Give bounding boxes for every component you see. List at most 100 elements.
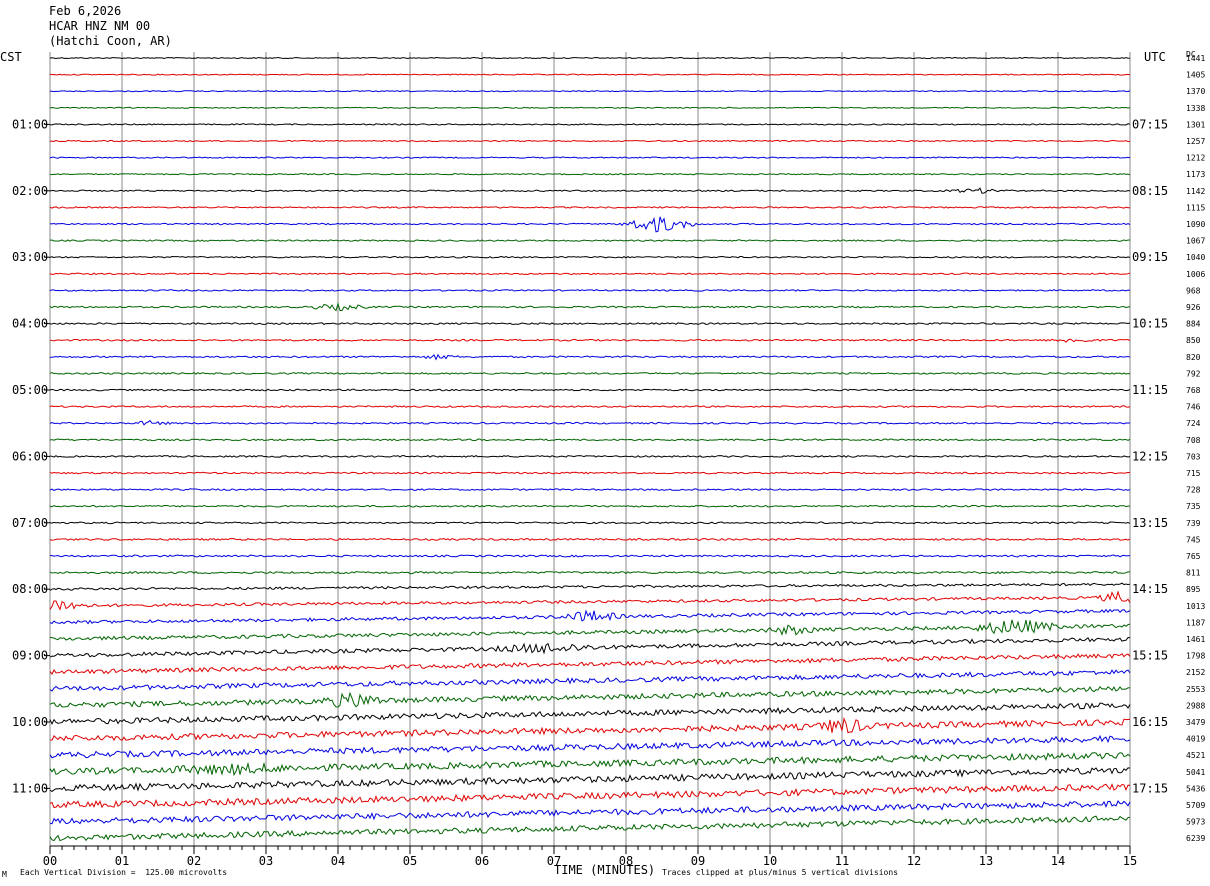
dc-offset-label: 746 bbox=[1186, 403, 1201, 412]
dc-offset-label: 1040 bbox=[1186, 253, 1205, 262]
trace-40 bbox=[49, 702, 1131, 726]
trace-7 bbox=[49, 173, 1131, 176]
trace-23 bbox=[49, 438, 1131, 442]
x-tick-label: 06 bbox=[475, 854, 489, 868]
trace-22 bbox=[49, 419, 1131, 426]
dc-offset-label: 2553 bbox=[1186, 685, 1205, 694]
dc-offset-label: 708 bbox=[1186, 436, 1201, 445]
trace-45 bbox=[49, 783, 1131, 809]
dc-offset-label: 968 bbox=[1186, 286, 1201, 295]
dc-offset-label: 1173 bbox=[1186, 170, 1205, 179]
right-hour-label: 08:15 bbox=[1132, 184, 1168, 198]
x-tick-label: 01 bbox=[115, 854, 129, 868]
trace-19 bbox=[49, 371, 1131, 375]
trace-38 bbox=[49, 669, 1131, 692]
x-tick-label: 00 bbox=[43, 854, 57, 868]
left-timezone-label: CST bbox=[0, 50, 22, 64]
trace-11 bbox=[49, 239, 1131, 242]
dc-offset-label: 2152 bbox=[1186, 668, 1205, 677]
x-tick-label: 09 bbox=[691, 854, 705, 868]
dc-offset-label: 1013 bbox=[1186, 602, 1205, 611]
trace-32 bbox=[49, 582, 1131, 591]
trace-16 bbox=[49, 322, 1131, 325]
corner-mark: M bbox=[2, 870, 7, 879]
dc-offset-label: 768 bbox=[1186, 386, 1201, 395]
trace-4 bbox=[49, 123, 1131, 126]
header: Feb 6,2026 HCAR HNZ NM 00 (Hatchi Coon, … bbox=[49, 4, 172, 49]
trace-34 bbox=[49, 608, 1131, 625]
x-tick-label: 13 bbox=[979, 854, 993, 868]
trace-24 bbox=[49, 455, 1131, 458]
left-hour-label: 02:00 bbox=[12, 184, 48, 198]
dc-offset-label: 703 bbox=[1186, 452, 1201, 461]
trace-46 bbox=[49, 800, 1131, 825]
dc-header-label: DC bbox=[1186, 50, 1196, 59]
dc-offset-label: 1441 bbox=[1186, 54, 1205, 63]
right-hour-label: 13:15 bbox=[1132, 516, 1168, 530]
trace-35 bbox=[49, 619, 1131, 641]
x-tick-label: 15 bbox=[1123, 854, 1137, 868]
dc-offset-label: 1090 bbox=[1186, 220, 1205, 229]
right-hour-label: 10:15 bbox=[1132, 317, 1168, 331]
left-hour-label: 09:00 bbox=[12, 649, 48, 663]
left-hour-label: 05:00 bbox=[12, 383, 48, 397]
dc-offset-label: 724 bbox=[1186, 419, 1201, 428]
left-hour-label: 08:00 bbox=[12, 582, 48, 596]
dc-offset-label: 1067 bbox=[1186, 237, 1205, 246]
trace-8 bbox=[49, 187, 1131, 194]
x-tick-label: 07 bbox=[547, 854, 561, 868]
dc-offset-label: 1370 bbox=[1186, 87, 1205, 96]
trace-0 bbox=[49, 56, 1131, 60]
dc-offset-label: 1301 bbox=[1186, 120, 1205, 129]
dc-offset-label: 1405 bbox=[1186, 71, 1205, 80]
trace-42 bbox=[49, 734, 1131, 759]
dc-offset-label: 6239 bbox=[1186, 834, 1205, 843]
trace-2 bbox=[49, 90, 1131, 93]
location-label: (Hatchi Coon, AR) bbox=[49, 34, 172, 48]
x-tick-label: 14 bbox=[1051, 854, 1065, 868]
dc-offset-label: 5973 bbox=[1186, 818, 1205, 827]
right-hour-label: 09:15 bbox=[1132, 250, 1168, 264]
x-tick-label: 11 bbox=[835, 854, 849, 868]
trace-1 bbox=[49, 73, 1131, 76]
left-hour-label: 03:00 bbox=[12, 250, 48, 264]
right-timezone-label: UTC bbox=[1144, 50, 1166, 64]
trace-47 bbox=[49, 815, 1131, 842]
x-tick-label: 12 bbox=[907, 854, 921, 868]
dc-offset-label: 926 bbox=[1186, 303, 1201, 312]
left-hour-label: 07:00 bbox=[12, 516, 48, 530]
trace-15 bbox=[49, 301, 1131, 312]
left-hour-label: 11:00 bbox=[12, 781, 48, 795]
dc-offset-label: 4019 bbox=[1186, 735, 1205, 744]
trace-25 bbox=[49, 471, 1131, 475]
trace-14 bbox=[49, 289, 1131, 292]
trace-6 bbox=[49, 156, 1131, 159]
dc-offset-label: 735 bbox=[1186, 502, 1201, 511]
dc-offset-label: 850 bbox=[1186, 336, 1201, 345]
x-tick-label: 02 bbox=[187, 854, 201, 868]
left-hour-label: 01:00 bbox=[12, 117, 48, 131]
dc-offset-label: 1212 bbox=[1186, 154, 1205, 163]
trace-20 bbox=[49, 388, 1131, 392]
trace-13 bbox=[49, 272, 1131, 276]
x-tick-label: 04 bbox=[331, 854, 345, 868]
station-label: HCAR HNZ NM 00 bbox=[49, 19, 151, 33]
right-hour-label: 16:15 bbox=[1132, 715, 1168, 729]
dc-offset-label: 745 bbox=[1186, 535, 1201, 544]
trace-5 bbox=[49, 139, 1131, 143]
dc-offset-label: 739 bbox=[1186, 519, 1201, 528]
trace-43 bbox=[49, 752, 1131, 777]
trace-26 bbox=[49, 488, 1131, 491]
dc-offset-label: 5436 bbox=[1186, 784, 1205, 793]
date-label: Feb 6,2026 bbox=[49, 4, 122, 18]
dc-offset-label: 1115 bbox=[1186, 203, 1205, 212]
dc-offset-label: 1338 bbox=[1186, 104, 1205, 113]
x-tick-label: 03 bbox=[259, 854, 273, 868]
trace-29 bbox=[49, 537, 1131, 541]
right-hour-label: 14:15 bbox=[1132, 582, 1168, 596]
x-tick-label: 10 bbox=[763, 854, 777, 868]
trace-36 bbox=[49, 636, 1131, 658]
trace-44 bbox=[49, 767, 1131, 793]
dc-offset-label: 820 bbox=[1186, 353, 1201, 362]
